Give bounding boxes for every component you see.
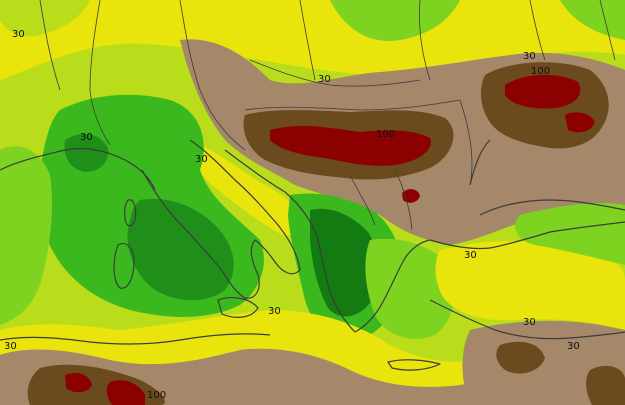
field-anatolia-yellow: [435, 240, 625, 330]
contour-label: 30: [4, 341, 17, 352]
field-red-ne: [505, 74, 581, 109]
contour-label: 100: [376, 129, 395, 140]
field-south-red-2: [106, 380, 145, 405]
contour-label: 30: [523, 51, 536, 62]
field-south-red: [65, 373, 92, 393]
contour-label: 100: [147, 390, 166, 401]
coastlines: [0, 0, 625, 371]
field-greece-deepgreen: [310, 208, 379, 317]
contour-label: 30: [12, 29, 25, 40]
field-north-west-green: [0, 0, 90, 37]
contour-label: 100: [531, 66, 550, 77]
field-west-lightgreen: [0, 146, 52, 325]
contour-label: 30: [567, 341, 580, 352]
contour-label: 30: [318, 74, 331, 85]
contour-label: 30: [268, 306, 281, 317]
field-red-ne-2: [565, 112, 595, 133]
field-se-darkbrown: [496, 341, 545, 374]
field-north-yellow: [0, 0, 625, 80]
field-southeast-brown: [462, 320, 625, 405]
field-north-green-2: [560, 0, 625, 40]
contour-label: 30: [464, 250, 477, 261]
field-aegean-lightgreen: [365, 238, 455, 339]
contour-label: 30: [80, 132, 93, 143]
field-adriatic-yellow: [189, 140, 310, 237]
field-north-green: [330, 0, 460, 41]
contour-labels: 30 30 30 100 30 100 30 30 30 30 30 30 10…: [4, 29, 580, 401]
contour-label: 30: [195, 154, 208, 165]
field-red-hungary: [270, 126, 431, 166]
field-lion-darkgreen: [64, 133, 109, 172]
field-se-darkbrown-2: [586, 365, 625, 405]
contour-label: 30: [523, 317, 536, 328]
field-tyrrhenian-darkgreen: [127, 198, 234, 301]
field-east-green: [515, 203, 625, 265]
